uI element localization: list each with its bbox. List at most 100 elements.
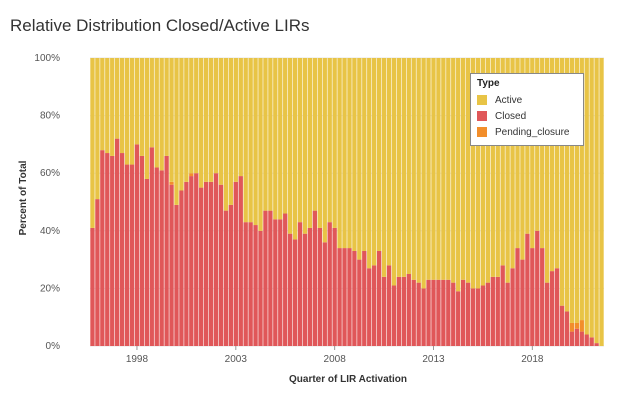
bar-active[interactable] [357, 58, 362, 260]
bar-closed[interactable] [129, 164, 135, 346]
bar-active[interactable] [411, 58, 416, 280]
bar-closed[interactable] [218, 184, 224, 346]
bar-active[interactable] [470, 58, 476, 289]
bar-active[interactable] [530, 58, 535, 249]
bar-closed[interactable] [337, 248, 342, 346]
legend-item-closed[interactable]: Closed [477, 108, 577, 124]
bar-active[interactable] [307, 58, 313, 228]
bar-closed[interactable] [292, 239, 298, 346]
bar-closed[interactable] [347, 248, 352, 346]
bar-closed[interactable] [233, 181, 238, 346]
bar-closed[interactable] [535, 230, 540, 346]
bar-active[interactable] [594, 58, 599, 344]
bar-active[interactable] [292, 58, 298, 240]
bar-active[interactable] [441, 58, 446, 280]
bar-closed[interactable] [149, 147, 154, 346]
bar-closed[interactable] [169, 184, 174, 346]
bar-active[interactable] [347, 58, 352, 249]
bar-closed[interactable] [391, 285, 397, 346]
bar-closed[interactable] [569, 331, 575, 346]
bar-active[interactable] [426, 58, 431, 280]
bar-active[interactable] [554, 58, 560, 269]
bar-active[interactable] [376, 58, 382, 251]
bar-active[interactable] [248, 58, 253, 223]
bar-active[interactable] [174, 58, 179, 205]
bar-closed[interactable] [184, 181, 189, 346]
bar-active[interactable] [372, 58, 377, 266]
bar-active[interactable] [540, 58, 545, 249]
bar-closed[interactable] [381, 276, 387, 346]
bar-closed[interactable] [406, 274, 411, 346]
bar-pending-closure[interactable] [189, 173, 194, 177]
bar-active[interactable] [436, 58, 441, 280]
bar-active[interactable] [515, 58, 520, 249]
bar-closed[interactable] [287, 233, 293, 346]
bar-closed[interactable] [124, 164, 130, 346]
bar-closed[interactable] [505, 282, 510, 346]
bar-closed[interactable] [367, 268, 372, 346]
bar-closed[interactable] [416, 282, 421, 346]
bar-closed[interactable] [559, 305, 565, 346]
bar-closed[interactable] [540, 248, 545, 346]
bar-closed[interactable] [436, 279, 441, 346]
bar-active[interactable] [179, 58, 184, 191]
bar-closed[interactable] [243, 222, 248, 346]
bar-active[interactable] [110, 58, 115, 156]
bar-closed[interactable] [238, 176, 243, 346]
bar-closed[interactable] [253, 225, 258, 346]
bar-active[interactable] [203, 58, 209, 182]
bar-closed[interactable] [357, 259, 362, 346]
bar-closed[interactable] [564, 311, 570, 346]
bar-active[interactable] [278, 58, 283, 220]
bar-active[interactable] [327, 58, 332, 223]
bar-closed[interactable] [278, 219, 283, 346]
bar-closed[interactable] [307, 227, 313, 346]
bar-active[interactable] [367, 58, 372, 269]
bar-active[interactable] [228, 58, 234, 205]
bar-closed[interactable] [362, 250, 367, 346]
bar-active[interactable] [564, 58, 570, 312]
bar-closed[interactable] [485, 282, 491, 346]
bar-closed[interactable] [530, 248, 535, 346]
bar-active[interactable] [505, 58, 510, 283]
bar-active[interactable] [451, 58, 456, 283]
bar-closed[interactable] [115, 138, 120, 346]
bar-active[interactable] [134, 58, 140, 145]
bar-closed[interactable] [446, 279, 451, 346]
bar-active[interactable] [456, 58, 461, 292]
bar-closed[interactable] [372, 265, 377, 346]
bar-closed[interactable] [228, 204, 234, 346]
bar-active[interactable] [100, 58, 105, 151]
bar-active[interactable] [218, 58, 224, 185]
bar-active[interactable] [268, 58, 273, 211]
bar-active[interactable] [421, 58, 426, 289]
bar-active[interactable] [95, 58, 100, 200]
bar-closed[interactable] [594, 343, 599, 346]
bar-closed[interactable] [441, 279, 446, 346]
bar-active[interactable] [480, 58, 486, 286]
bar-closed[interactable] [515, 248, 520, 346]
bar-active[interactable] [510, 58, 515, 269]
bar-closed[interactable] [302, 233, 308, 346]
bar-closed[interactable] [223, 210, 229, 346]
bar-active[interactable] [169, 58, 174, 182]
bar-closed[interactable] [421, 288, 426, 346]
bar-closed[interactable] [451, 282, 456, 346]
bar-closed[interactable] [144, 178, 150, 346]
bar-closed[interactable] [549, 271, 555, 346]
bar-active[interactable] [401, 58, 407, 277]
bar-closed[interactable] [584, 334, 589, 346]
bar-active[interactable] [317, 58, 322, 228]
bar-active[interactable] [199, 58, 204, 188]
bar-active[interactable] [283, 58, 288, 214]
bar-closed[interactable] [95, 199, 100, 346]
bar-closed[interactable] [332, 227, 337, 346]
bar-active[interactable] [362, 58, 367, 251]
bar-active[interactable] [485, 58, 491, 283]
bar-closed[interactable] [411, 279, 416, 346]
bar-closed[interactable] [495, 276, 500, 346]
bar-active[interactable] [253, 58, 258, 226]
bar-closed[interactable] [475, 288, 481, 346]
bar-active[interactable] [149, 58, 154, 148]
bar-closed[interactable] [139, 155, 145, 346]
